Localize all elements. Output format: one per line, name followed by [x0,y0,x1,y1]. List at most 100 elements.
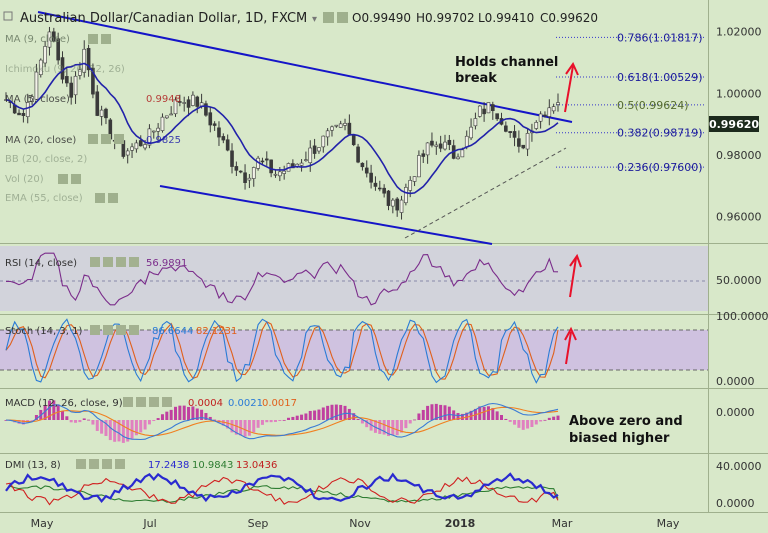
candle-body [364,167,369,174]
candle-body [47,31,52,48]
candle-body [395,198,399,211]
legend-control-icons[interactable] [58,34,124,203]
y-tick-label: 0.98000 [716,149,762,162]
macd-histogram-bar [160,414,164,420]
macd-histogram-bar [104,420,108,436]
macd-histogram-bar [317,409,321,420]
macd-histogram-bar [43,405,47,420]
macd-histogram-bar [265,420,269,423]
candle-body [34,71,39,100]
fib-level-label: 0.618(1.00529) [617,71,703,84]
macd-histogram-bar [460,413,464,420]
macd-histogram-bar [339,404,343,420]
macd-signal-value: 0.0017 [262,398,297,409]
x-tick-label: Nov [349,517,371,530]
candle-body [143,144,147,149]
macd-histogram-bar [547,417,551,420]
channel-lower-line[interactable] [159,185,493,245]
candle-body [178,101,182,103]
candle-body [304,159,308,161]
macd-histogram-bar [521,420,525,430]
ohlc-low: L0.99410 [478,11,534,25]
arrow-up-icon-price [564,61,579,113]
macd-histogram-bar [165,411,169,420]
macd-value: 0.0021 [228,398,263,409]
candle-body [369,172,373,183]
y-tick-label: 50.0000 [716,274,762,287]
candle-body [264,158,269,161]
macd-histogram-bar [295,415,299,420]
y-tick-label: 100.0000 [716,310,768,323]
macd-histogram-bar [174,406,178,420]
candle-body [312,145,317,154]
panel-dividers [0,0,768,513]
macd-histogram-bar [534,420,538,425]
legend-ma5-value: 0.9948 [146,94,181,105]
collapse-icon[interactable] [3,11,13,21]
candle-body [543,114,547,117]
legend-ma9: MA (9, close) [5,34,70,45]
symbol-title: Australian Dollar/Canadian Dollar, 1D, F… [20,11,307,26]
candle-body [477,105,482,117]
fib-level-label: 0.5(0.99624) [617,99,689,112]
settings-icon[interactable] [323,12,334,23]
candle-body [134,142,139,150]
candle-body [421,153,426,157]
candle-body [377,187,382,190]
indicator-legends: RSI (14, close) 56.9891 Stoch (14, 3, 1)… [5,258,297,471]
candle-body [321,135,326,148]
candle-body [156,127,160,132]
macd-histogram-bar [230,420,234,433]
macd-histogram-bar [426,405,430,420]
candle-body [417,155,421,178]
macd-histogram-bar [91,420,95,425]
macd-histogram-bar [530,420,534,428]
stoch-band-bg [0,330,708,370]
macd-histogram-bar [352,413,356,420]
candle-body [373,182,378,187]
y-tick-label: 0.0000 [716,406,755,419]
macd-histogram-bar [156,418,160,420]
macd-histogram-bar [400,420,404,433]
macd-histogram-bar [373,420,377,433]
fibonacci-levels: 0.786(1.01817) 0.618(1.00529) 0.5(0.99624)… [556,31,706,174]
support-trendline[interactable] [404,147,567,239]
macd-histogram-bar [87,419,91,421]
fib-level-label: 0.786(1.01817) [617,31,703,44]
candle-body [325,130,330,138]
indicator-control-icons[interactable] [76,257,172,469]
macd-histogram-bar [234,420,238,435]
channel-upper-line[interactable] [37,11,573,123]
candle-body [251,167,256,179]
candle-body [52,31,56,42]
fib-level-label: 0.236(0.97600) [617,161,703,174]
candle-body [30,96,34,102]
candle-body [408,180,413,191]
up-arrow-icons [564,61,582,365]
macd-histogram-bar [17,420,21,424]
macd-histogram-bar [65,416,69,420]
candle-body [86,48,91,71]
stoch-legend: Stoch (14, 3, 1) [5,326,82,337]
macd-hist-value: 0.0004 [188,398,223,409]
macd-histogram-bar [313,410,317,420]
x-tick-label: Jul [142,517,156,530]
macd-histogram-bar [308,410,312,420]
macd-histogram-bar [121,420,125,443]
macd-legend: MACD (12, 26, close, 9) [5,398,123,409]
macd-histogram-bar [143,420,147,430]
arrow-up-icon-stoch [564,326,577,365]
header-dropdown-icon[interactable]: ▾ [312,14,317,25]
x-tick-label: 2018 [445,517,476,530]
macd-histogram-bar [95,420,99,431]
candle-body [204,103,208,116]
ohlc-close: C0.99620 [540,11,598,25]
candle-body [278,171,282,177]
candle-body [212,123,217,126]
macd-histogram-bar [130,420,134,439]
visibility-icon[interactable] [337,12,348,23]
macd-histogram-bar [413,419,417,421]
legend-ichimoku: Ichimoku (9, 26, 52, 26) [5,64,125,75]
rsi-value: 56.9891 [146,258,187,269]
